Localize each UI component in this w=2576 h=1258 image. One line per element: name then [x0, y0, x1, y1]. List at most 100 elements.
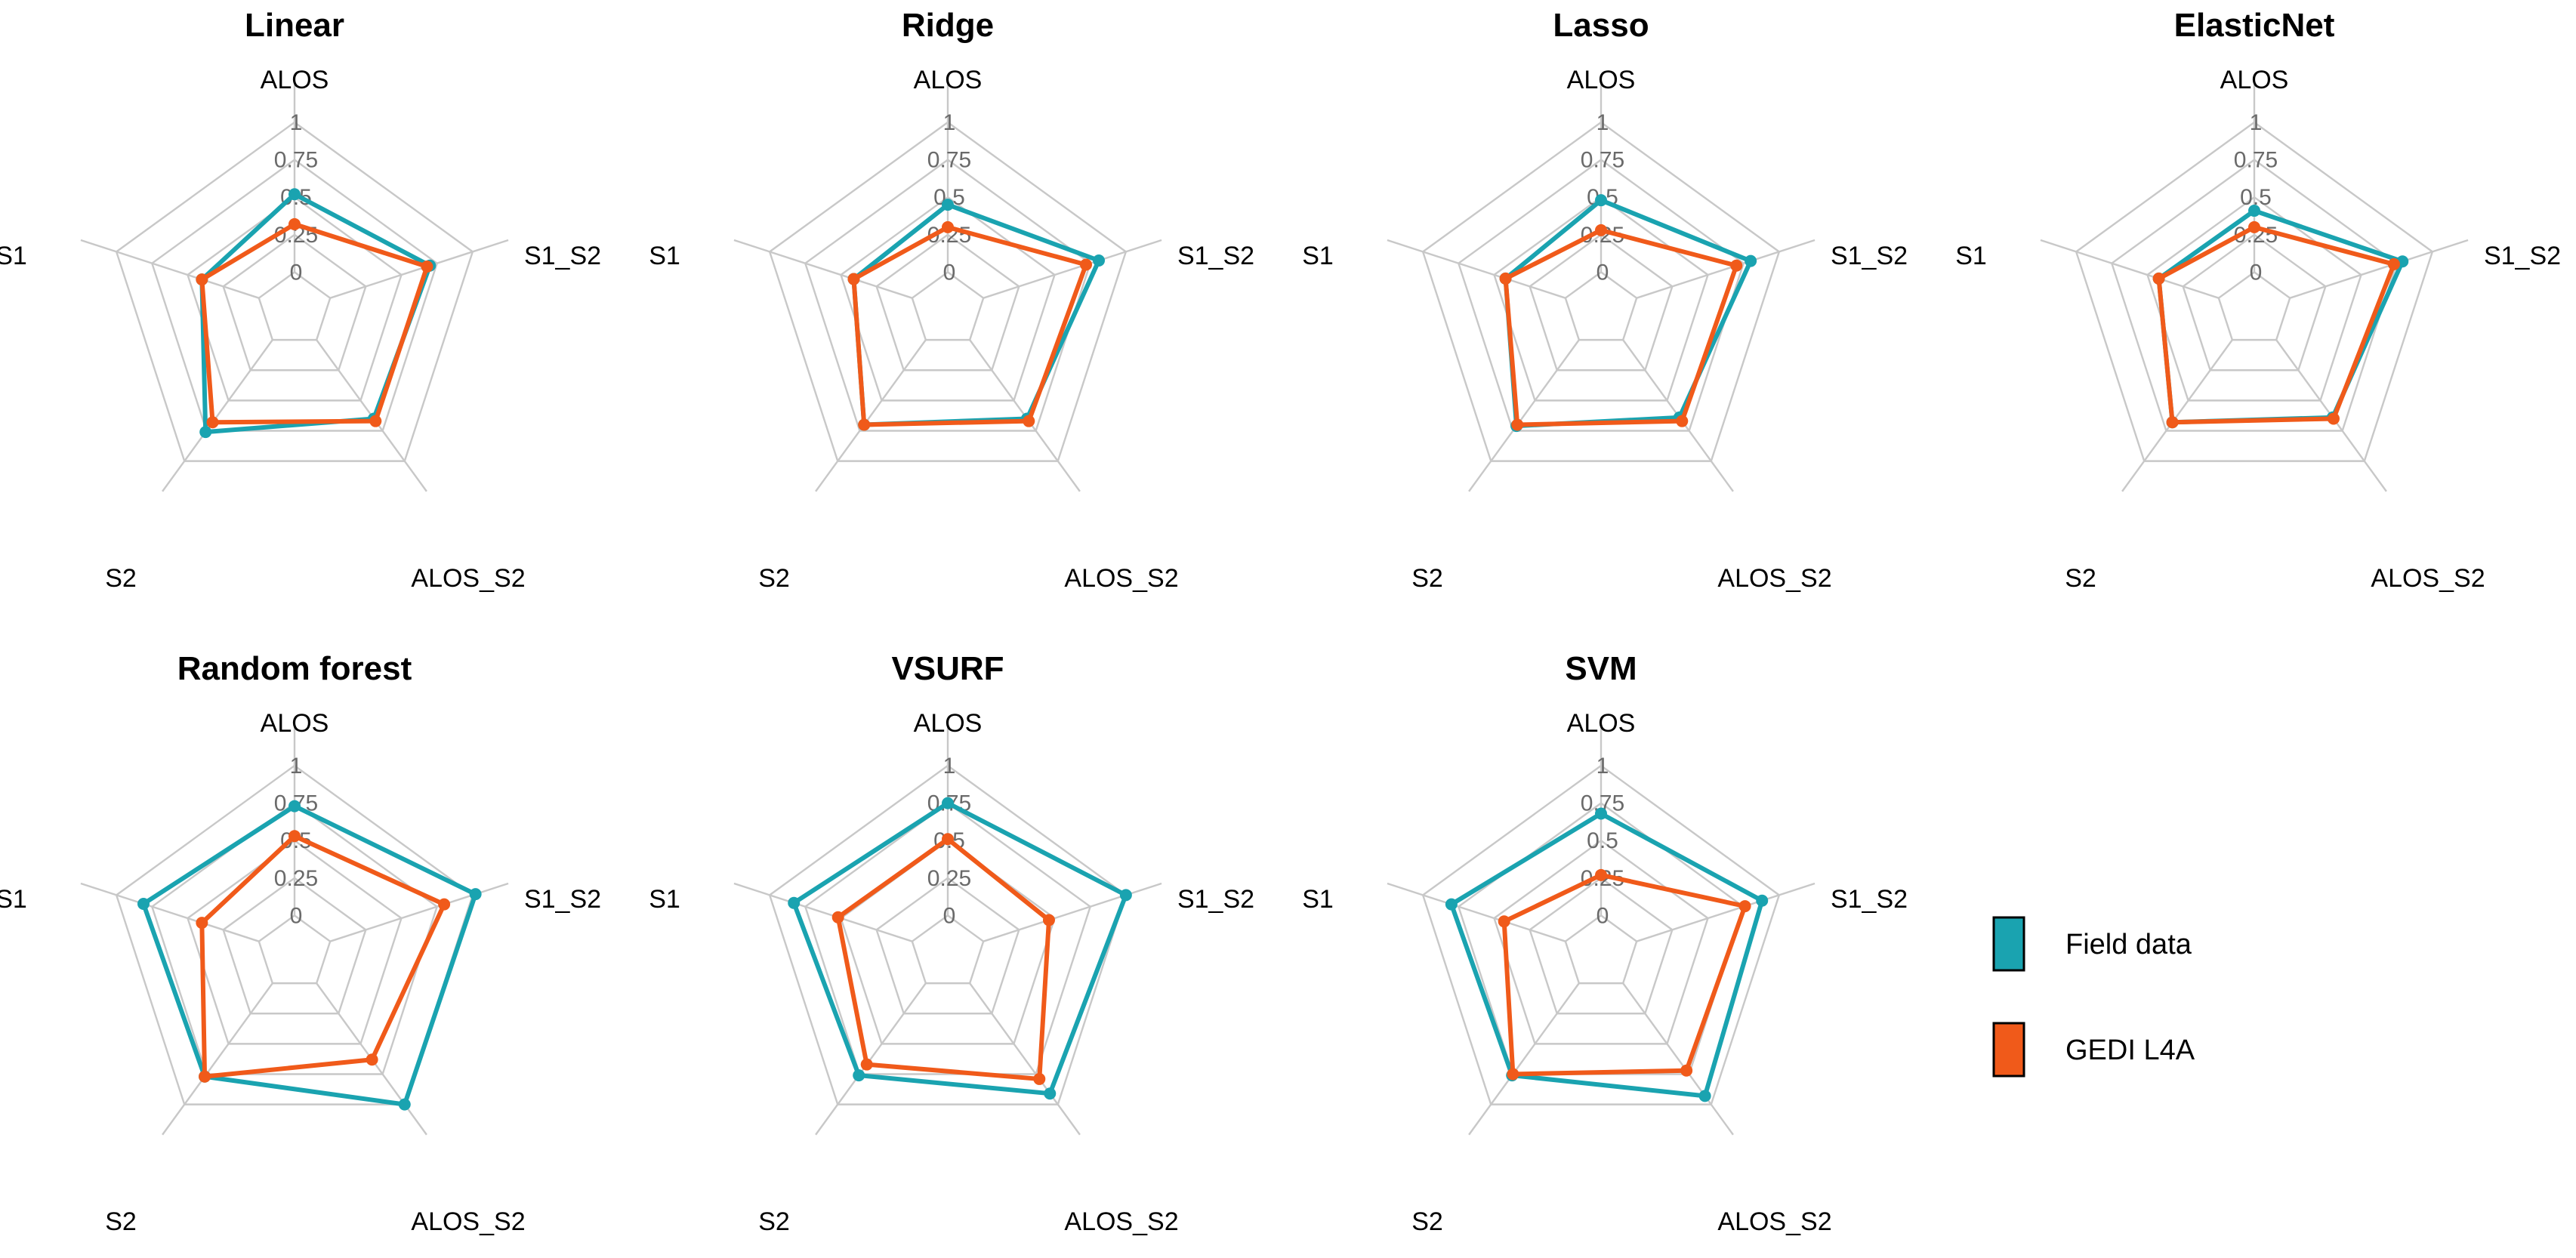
- axis-label-s1_s2: S1_S2: [1177, 885, 1254, 914]
- series-line-gedi-l4a: [199, 221, 430, 425]
- grid-ring: [222, 233, 367, 372]
- grid-ring: [115, 121, 474, 462]
- legend-label-field-data: Field data: [2065, 929, 2192, 960]
- grid-spoke: [1636, 882, 1816, 942]
- grid-spoke: [80, 882, 260, 942]
- grid-spoke: [815, 982, 927, 1136]
- data-point-gedi-l4a-s1_s2: [1080, 258, 1093, 271]
- axis-label-alos_s2: ALOS_S2: [1064, 564, 1178, 593]
- series-line-gedi-l4a: [199, 834, 447, 1079]
- axis-label-s1: S1: [1302, 885, 1334, 914]
- grid-ring: [875, 877, 1020, 1015]
- grid-ring: [2110, 159, 2399, 432]
- tick-label: 1: [943, 754, 956, 779]
- data-point-field-data-s1_s2: [1093, 254, 1106, 267]
- data-point-field-data-s1: [137, 898, 150, 911]
- panel-title: Random forest: [177, 650, 412, 687]
- data-point-gedi-l4a-s1: [196, 917, 208, 930]
- tick-label: 0: [943, 903, 956, 928]
- data-point-field-data-alos_s2: [398, 1098, 411, 1111]
- series-line-field-data: [791, 800, 1128, 1096]
- grid-ring: [840, 196, 1056, 402]
- data-point-gedi-l4a-s2: [1507, 1068, 1519, 1081]
- axis-label-alos_s2: ALOS_S2: [411, 564, 525, 593]
- axis-label-s2: S2: [2065, 564, 2096, 593]
- axis-label-alos: ALOS: [1567, 66, 1636, 94]
- legend-swatch-field-data: [1992, 916, 2025, 972]
- data-point-gedi-l4a-alos: [942, 220, 954, 233]
- panel-title: SVM: [1565, 650, 1637, 687]
- grid-ring: [768, 121, 1128, 462]
- axis-label-alos_s2: ALOS_S2: [1717, 1207, 1831, 1236]
- axis-label-alos: ALOS: [1567, 709, 1636, 738]
- series-line-gedi-l4a: [1501, 872, 1748, 1077]
- data-point-gedi-l4a-alos_s2: [366, 1053, 378, 1066]
- tick-label: 0.25: [927, 866, 971, 891]
- grid-ring: [1493, 839, 1709, 1045]
- series-line-gedi-l4a: [2156, 224, 2396, 425]
- panel-title: Ridge: [902, 7, 994, 44]
- data-point-field-data-s2: [853, 1069, 865, 1082]
- data-point-field-data-s2: [199, 426, 212, 439]
- grid-spoke: [1387, 882, 1566, 942]
- data-point-field-data-alos_s2: [1698, 1090, 1711, 1102]
- grid-spoke: [1636, 239, 1816, 299]
- radar-panel-random-forest: Random forest00.250.50.751ALOSS1_S2ALOS_…: [0, 650, 601, 1236]
- grid-ring-inner: [1564, 914, 1638, 985]
- grid-ring: [875, 233, 1020, 372]
- data-point-gedi-l4a-s1: [847, 273, 860, 285]
- data-point-gedi-l4a-s1_s2: [1738, 900, 1751, 913]
- series-line-field-data: [199, 192, 433, 435]
- legend: Field data GEDI L4A: [1992, 916, 2195, 1078]
- grid-spoke: [1468, 982, 1580, 1136]
- grid-spoke: [1387, 239, 1566, 299]
- grid-ring-inner: [911, 270, 985, 341]
- series-line-gedi-l4a: [835, 837, 1051, 1081]
- data-point-gedi-l4a-alos_s2: [1676, 415, 1689, 427]
- grid-ring-inner: [2217, 270, 2291, 341]
- data-point-gedi-l4a-alos_s2: [369, 415, 382, 427]
- data-point-gedi-l4a-alos: [288, 830, 301, 843]
- axis-label-s1: S1: [649, 885, 680, 914]
- axis-label-alos_s2: ALOS_S2: [2371, 564, 2485, 593]
- axis-label-alos: ALOS: [914, 709, 983, 738]
- grid-ring-inner: [911, 914, 985, 985]
- data-point-gedi-l4a-alos_s2: [1023, 415, 1035, 427]
- grid-ring: [768, 764, 1128, 1105]
- data-point-gedi-l4a-s1_s2: [2387, 257, 2400, 270]
- grid-spoke: [2040, 239, 2220, 299]
- data-point-field-data-alos: [942, 199, 954, 211]
- grid-spoke: [1622, 982, 1734, 1136]
- data-point-field-data-alos: [2248, 205, 2260, 217]
- data-point-gedi-l4a-alos: [1595, 224, 1607, 236]
- tick-label: 1: [943, 110, 956, 135]
- tick-label: 0: [290, 260, 303, 285]
- axis-label-s1_s2: S1_S2: [1831, 885, 1908, 914]
- panel-title: VSURF: [891, 650, 1004, 687]
- grid-spoke: [329, 239, 509, 299]
- axis-label-alos_s2: ALOS_S2: [1717, 564, 1831, 593]
- tick-label: 0.75: [2234, 148, 2278, 173]
- grid-ring: [1421, 764, 1781, 1105]
- grid-ring: [2146, 196, 2362, 402]
- grid-ring-inner: [258, 270, 332, 341]
- data-point-gedi-l4a-alos: [1595, 868, 1607, 881]
- axis-label-alos: ALOS: [914, 66, 983, 94]
- grid-spoke: [2289, 239, 2469, 299]
- grid-ring: [1529, 877, 1674, 1015]
- grid-ring: [2182, 233, 2327, 372]
- data-point-gedi-l4a-alos_s2: [1680, 1064, 1693, 1077]
- data-point-gedi-l4a-alos_s2: [1033, 1072, 1046, 1085]
- tick-label: 0.75: [1581, 148, 1624, 173]
- tick-label: 1: [290, 754, 303, 779]
- axis-label-s1: S1: [1302, 242, 1334, 270]
- data-point-field-data-alos: [1595, 194, 1607, 207]
- series-line-field-data: [851, 202, 1102, 427]
- axis-label-alos: ALOS: [261, 709, 329, 738]
- data-point-field-data-alos: [1595, 807, 1607, 820]
- grid-spoke: [162, 982, 273, 1136]
- data-point-gedi-l4a-s2: [2166, 416, 2179, 429]
- data-point-gedi-l4a-s1: [1498, 915, 1510, 928]
- grid-ring: [187, 839, 403, 1045]
